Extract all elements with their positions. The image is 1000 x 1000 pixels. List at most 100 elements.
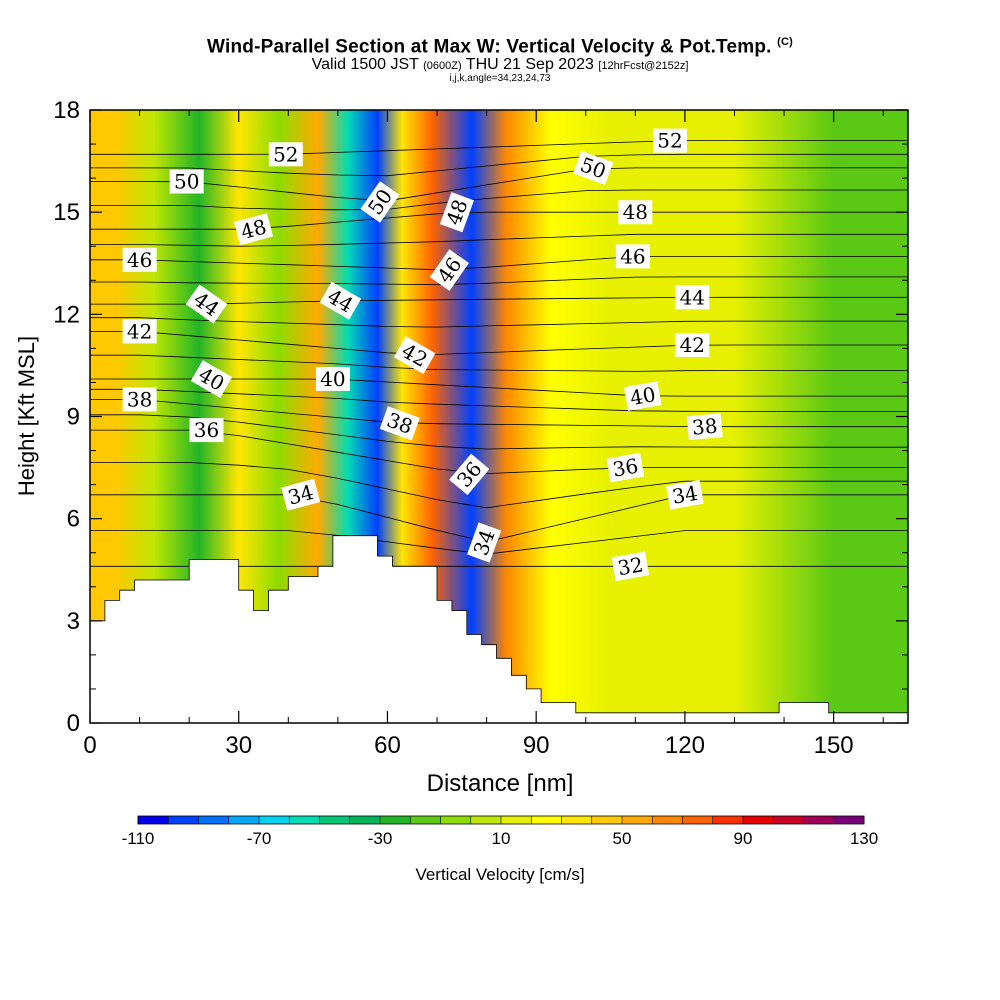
theta-label: 40 bbox=[623, 381, 662, 411]
y-axis-label: Height [Kft MSL] bbox=[14, 336, 39, 496]
y-tick-label: 6 bbox=[67, 506, 80, 533]
terrain-outline bbox=[90, 535, 908, 723]
theta-contour-line bbox=[90, 211, 908, 230]
colorbar-swatch bbox=[440, 816, 472, 824]
colorbar: -110 -70 -30 10 50 90 130 bbox=[122, 815, 878, 848]
theta-label-text: 46 bbox=[620, 244, 645, 268]
theta-contour-line bbox=[90, 399, 908, 428]
colorbar-tick-label: 90 bbox=[734, 829, 753, 848]
theta-contour-line bbox=[90, 317, 908, 328]
theta-label: 38 bbox=[686, 413, 723, 441]
theta-contour-line bbox=[90, 255, 908, 271]
x-tick-label: 60 bbox=[374, 732, 401, 759]
theta-contour-line bbox=[90, 189, 908, 211]
colorbar-tick-label: 10 bbox=[492, 829, 511, 848]
colorbar-swatch bbox=[228, 816, 260, 824]
theta-label: 38 bbox=[122, 387, 157, 412]
colorbar-swatch bbox=[289, 816, 320, 824]
theta-label-text: 48 bbox=[623, 200, 648, 224]
colorbar-swatch bbox=[561, 816, 593, 824]
theta-label-text: 40 bbox=[320, 367, 345, 391]
theta-label: 40 bbox=[315, 367, 350, 391]
colorbar-swatch bbox=[712, 816, 744, 824]
theta-label-text: 40 bbox=[628, 382, 657, 410]
colorbar-swatch bbox=[591, 816, 623, 824]
chart-title-line: Wind-Parallel Section at Max W: Vertical… bbox=[0, 36, 1000, 58]
y-tick-label: 12 bbox=[53, 301, 80, 328]
theta-label-text: 36 bbox=[611, 454, 640, 482]
theta-label: 32 bbox=[611, 551, 650, 582]
theta-label-text: 34 bbox=[670, 481, 699, 509]
colorbar-swatch bbox=[652, 816, 683, 824]
x-tick-label: 0 bbox=[83, 732, 96, 759]
colorbar-swatch bbox=[743, 816, 774, 824]
y-tick-label: 3 bbox=[67, 608, 80, 635]
x-tick-label: 150 bbox=[814, 732, 854, 759]
theta-contour-line bbox=[90, 167, 908, 202]
theta-label-text: 38 bbox=[127, 388, 152, 412]
theta-label-text: 52 bbox=[273, 142, 298, 166]
chart-subtitle-indices: i,j,k,angle=34,23,24,73 bbox=[449, 73, 551, 85]
theta-contour-line bbox=[90, 354, 908, 372]
y-tick-label: 0 bbox=[67, 710, 80, 737]
colorbar-swatch bbox=[501, 816, 532, 824]
theta-label-text: 46 bbox=[127, 248, 152, 272]
y-tick-label: 15 bbox=[53, 199, 80, 226]
subtitle-valid-time: Valid 1500 JST bbox=[311, 56, 419, 74]
theta-contour-line bbox=[90, 276, 908, 286]
terrain-mask bbox=[90, 535, 908, 723]
x-tick-label: 120 bbox=[665, 732, 705, 759]
theta-label: 34 bbox=[281, 478, 321, 511]
title-mark: (C) bbox=[777, 36, 793, 48]
x-axis-label: Distance [nm] bbox=[427, 770, 574, 797]
colorbar-tick-label: -30 bbox=[368, 829, 393, 848]
theta-label: 50 bbox=[573, 150, 614, 185]
colorbar-tick-label: 50 bbox=[613, 829, 632, 848]
colorbar-swatch bbox=[622, 816, 653, 824]
colorbar-swatch bbox=[803, 816, 835, 824]
colorbar-tick-label: -70 bbox=[247, 829, 272, 848]
theta-contour-line bbox=[90, 140, 908, 155]
theta-label: 44 bbox=[675, 285, 710, 310]
chart-title-block: Wind-Parallel Section at Max W: Vertical… bbox=[0, 36, 1000, 84]
x-tick-label: 30 bbox=[225, 732, 252, 759]
theta-label-text: 52 bbox=[657, 129, 682, 153]
colorbar-swatch bbox=[168, 816, 199, 824]
colorbar-swatch bbox=[531, 816, 562, 824]
chart-subtitle: Valid 1500 JST (0600Z) THU 21 Sep 2023 [… bbox=[0, 56, 1000, 74]
theta-label-text: 36 bbox=[194, 418, 219, 442]
x-tick-label: 90 bbox=[523, 732, 550, 759]
theta-contour-line bbox=[90, 153, 908, 177]
theta-label: 52 bbox=[653, 128, 687, 153]
y-tick-label: 18 bbox=[53, 97, 80, 124]
colorbar-label: Vertical Velocity [cm/s] bbox=[415, 865, 584, 884]
subtitle-date: THU 21 Sep 2023 bbox=[465, 56, 594, 74]
theta-label: 36 bbox=[189, 418, 224, 443]
colorbar-frame bbox=[137, 815, 865, 825]
theta-contour-line bbox=[90, 331, 908, 355]
theta-label: 50 bbox=[169, 169, 204, 194]
colorbar-tick-label: -110 bbox=[122, 829, 155, 848]
theta-label: 46 bbox=[615, 244, 650, 269]
theta-label-text: 42 bbox=[127, 319, 152, 343]
theta-label: 46 bbox=[122, 247, 157, 272]
colorbar-swatch bbox=[380, 816, 411, 824]
theta-label: 42 bbox=[675, 333, 710, 357]
y-tick-label: 9 bbox=[67, 404, 80, 431]
theta-contour-line bbox=[90, 233, 908, 247]
colorbar-swatch bbox=[198, 816, 230, 824]
theta-label-text: 38 bbox=[691, 414, 718, 440]
colorbar-swatch bbox=[349, 816, 381, 824]
theta-label: 36 bbox=[606, 452, 645, 483]
subtitle-forecast: [12hrFcst@2152z] bbox=[598, 60, 689, 73]
theta-label-text: 44 bbox=[680, 285, 705, 309]
theta-label-text: 42 bbox=[680, 333, 705, 357]
colorbar-swatch bbox=[833, 816, 865, 824]
theta-label: 34 bbox=[666, 480, 704, 510]
colorbar-swatch bbox=[259, 816, 290, 824]
theta-label-text: 32 bbox=[616, 552, 645, 580]
theta-label: 38 bbox=[379, 406, 420, 441]
colorbar-swatch bbox=[682, 816, 714, 824]
colorbar-tick-label: 130 bbox=[850, 829, 878, 848]
